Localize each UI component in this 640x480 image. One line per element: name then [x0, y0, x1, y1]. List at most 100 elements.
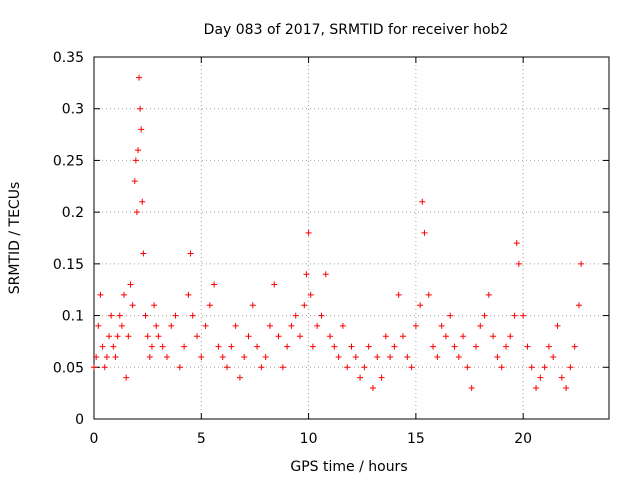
data-point [438, 322, 445, 329]
data-point [421, 229, 428, 236]
data-point [447, 312, 454, 319]
data-point [110, 343, 117, 350]
data-point [485, 291, 492, 298]
data-point [309, 343, 316, 350]
data-point [258, 364, 265, 371]
data-point [515, 260, 522, 267]
data-point [468, 384, 475, 391]
y-tick-label: 0.3 [62, 102, 84, 118]
data-point [434, 353, 441, 360]
data-point [331, 343, 338, 350]
data-point [361, 364, 368, 371]
data-point [215, 343, 222, 350]
data-point [151, 302, 158, 309]
data-point [563, 384, 570, 391]
data-point [211, 281, 218, 288]
x-tick-label: 15 [407, 431, 425, 447]
data-point [136, 74, 143, 81]
data-point [455, 353, 462, 360]
data-point [335, 353, 342, 360]
data-point [374, 353, 381, 360]
data-point [387, 353, 394, 360]
data-point [198, 353, 205, 360]
data-point [322, 271, 329, 278]
data-point [224, 364, 231, 371]
data-point [451, 343, 458, 350]
data-point [533, 384, 540, 391]
data-point [284, 343, 291, 350]
data-point [232, 322, 239, 329]
data-point [144, 333, 151, 340]
data-point [132, 157, 139, 164]
data-point [550, 353, 557, 360]
data-point [303, 271, 310, 278]
data-point [571, 343, 578, 350]
data-point [498, 364, 505, 371]
y-tick-label: 0.05 [53, 360, 84, 376]
data-point [494, 353, 501, 360]
data-point [101, 364, 108, 371]
data-point [159, 343, 166, 350]
data-point [365, 343, 372, 350]
data-point [241, 353, 248, 360]
chart-title: Day 083 of 2017, SRMTID for receiver hob… [204, 22, 509, 38]
axis-ticks [93, 56, 609, 420]
data-point [404, 353, 411, 360]
data-point [91, 364, 97, 371]
data-point [249, 302, 256, 309]
data-point [425, 291, 432, 298]
data-point [348, 343, 355, 350]
data-point [266, 322, 273, 329]
data-point [378, 374, 385, 381]
data-point [314, 322, 321, 329]
data-points [91, 74, 585, 391]
data-point [297, 333, 303, 340]
data-point [464, 364, 471, 371]
data-point [524, 343, 531, 350]
data-point [155, 333, 162, 340]
x-tick-label: 0 [90, 431, 99, 447]
data-point [541, 364, 548, 371]
y-tick-label: 0 [75, 412, 84, 428]
data-point [545, 343, 552, 350]
x-tick-label: 20 [514, 431, 532, 447]
data-point [412, 322, 419, 329]
data-point [219, 353, 226, 360]
data-point [352, 353, 359, 360]
data-point [194, 333, 200, 340]
data-point [125, 333, 132, 340]
data-point [185, 291, 192, 298]
data-point [121, 291, 128, 298]
data-point [460, 333, 467, 340]
data-point [271, 281, 278, 288]
y-tick-label: 0.35 [53, 50, 84, 66]
data-point [472, 343, 479, 350]
data-point [408, 364, 415, 371]
data-point [108, 312, 115, 319]
data-point [430, 343, 437, 350]
data-point [172, 312, 179, 319]
data-point [554, 322, 561, 329]
data-point [400, 333, 406, 340]
data-point [137, 105, 144, 112]
data-point [318, 312, 325, 319]
x-tick-labels: 0 5 10 15 20 [90, 431, 533, 447]
data-point [146, 353, 153, 360]
data-point [442, 333, 449, 340]
data-point [339, 322, 346, 329]
data-point [129, 302, 136, 309]
data-point [507, 333, 514, 340]
data-point [520, 312, 527, 319]
data-point [133, 209, 140, 216]
data-point [417, 302, 424, 309]
data-point [292, 312, 299, 319]
data-point [114, 333, 121, 340]
data-point [275, 333, 282, 340]
data-point [528, 364, 535, 371]
data-point [163, 353, 170, 360]
data-point [307, 291, 314, 298]
data-point [288, 322, 295, 329]
data-point [148, 343, 155, 350]
y-tick-labels: 0 0.05 0.1 0.15 0.2 0.25 0.3 0.35 [53, 50, 84, 428]
